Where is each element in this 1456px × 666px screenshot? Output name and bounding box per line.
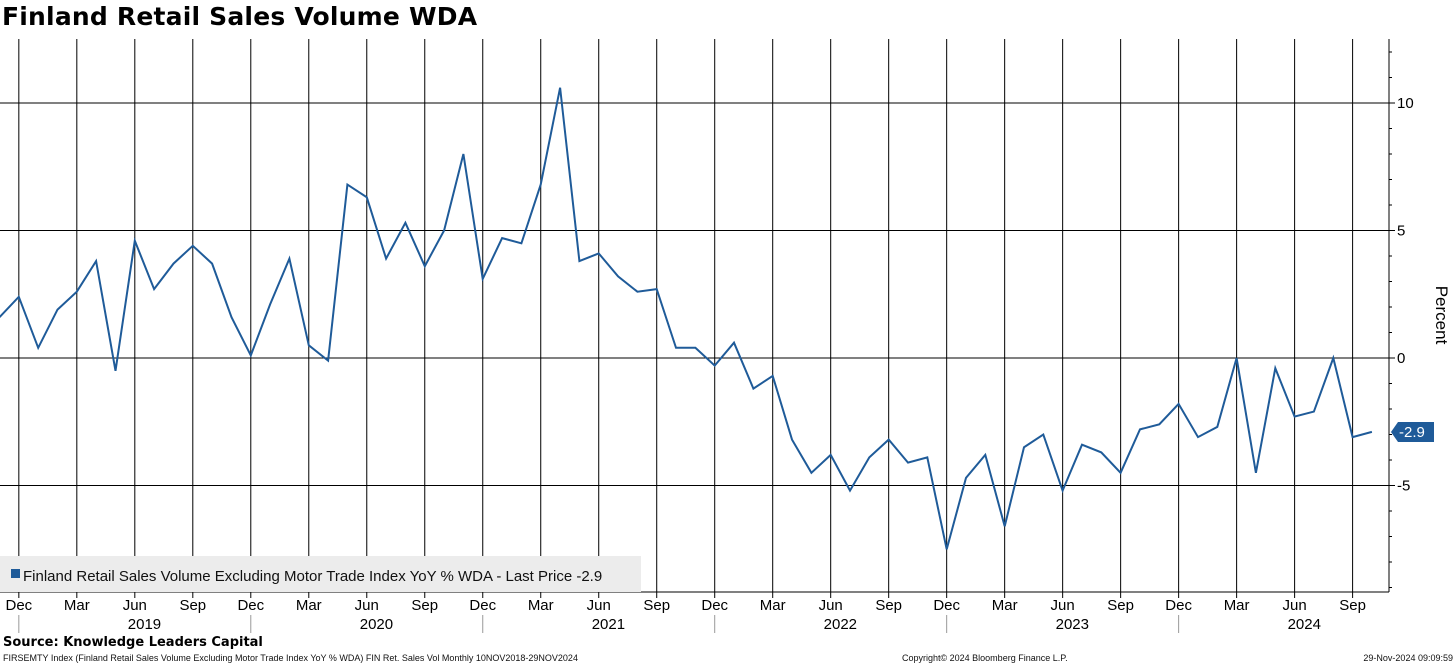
x-tick-label: Dec xyxy=(1165,597,1192,614)
x-tick-label: Sep xyxy=(1339,597,1366,614)
chart-title: Finland Retail Sales Volume WDA xyxy=(2,2,478,31)
x-tick-label: Jun xyxy=(819,597,843,614)
x-tick-label: Jun xyxy=(587,597,611,614)
x-tick-label: Sep xyxy=(179,597,206,614)
x-tick-label: Sep xyxy=(643,597,670,614)
last-price-badge xyxy=(1391,421,1434,442)
source-note: Source: Knowledge Leaders Capital xyxy=(3,635,263,650)
x-axis-ticks: Dec Mar Jun Sep Dec Mar Jun Sep Dec Mar Jun Sep Dec M… xyxy=(5,592,1366,633)
footer-copyright: Copyright© 2024 Bloomberg Finance L.P. xyxy=(902,653,1068,663)
grid-lines xyxy=(0,39,1390,593)
x-tick-label: Mar xyxy=(64,597,90,614)
x-tick-label: Mar xyxy=(992,597,1018,614)
x-tick-label: Mar xyxy=(528,597,554,614)
legend-background xyxy=(0,556,641,592)
x-tick-label: Mar xyxy=(1224,597,1250,614)
year-label: 2024 xyxy=(1288,616,1321,633)
year-label: 2019 xyxy=(128,616,161,633)
footer-index-description: FIRSEMTY Index (Finland Retail Sales Vol… xyxy=(3,653,578,663)
x-tick-label: Mar xyxy=(760,597,786,614)
last-price-value: -2.9 xyxy=(1399,424,1425,441)
x-tick-label: Dec xyxy=(701,597,728,614)
y-axis-label: Percent xyxy=(1432,286,1451,345)
x-tick-label: Dec xyxy=(5,597,32,614)
year-label: 2022 xyxy=(824,616,857,633)
series-polyline xyxy=(0,87,1373,550)
legend-label: Finland Retail Sales Volume Excluding Mo… xyxy=(23,568,602,585)
x-tick-label: Jun xyxy=(1283,597,1307,614)
last-price-tag: -2.9 xyxy=(1391,421,1434,442)
series-line xyxy=(0,87,1373,550)
year-label: 2023 xyxy=(1056,616,1089,633)
x-tick-label: Sep xyxy=(875,597,902,614)
y-tick-label: 0 xyxy=(1397,350,1405,367)
legend: Finland Retail Sales Volume Excluding Mo… xyxy=(0,556,641,592)
legend-swatch xyxy=(11,569,20,578)
y-tick-label: -5 xyxy=(1397,478,1410,495)
x-tick-label: Dec xyxy=(933,597,960,614)
y-tick-label: 5 xyxy=(1397,223,1405,240)
year-label: 2020 xyxy=(360,616,393,633)
x-tick-label: Jun xyxy=(123,597,147,614)
x-tick-label: Dec xyxy=(469,597,496,614)
x-tick-label: Mar xyxy=(296,597,322,614)
footer-timestamp: 29-Nov-2024 09:09:59 xyxy=(1363,653,1453,663)
y-axis-ticks: 10 5 0 -5 xyxy=(1389,51,1414,588)
x-tick-label: Sep xyxy=(1107,597,1134,614)
y-tick-label: 10 xyxy=(1397,95,1414,112)
x-tick-label: Sep xyxy=(411,597,438,614)
x-tick-label: Jun xyxy=(1051,597,1075,614)
x-tick-label: Dec xyxy=(237,597,264,614)
x-tick-label: Jun xyxy=(355,597,379,614)
year-label: 2021 xyxy=(592,616,625,633)
